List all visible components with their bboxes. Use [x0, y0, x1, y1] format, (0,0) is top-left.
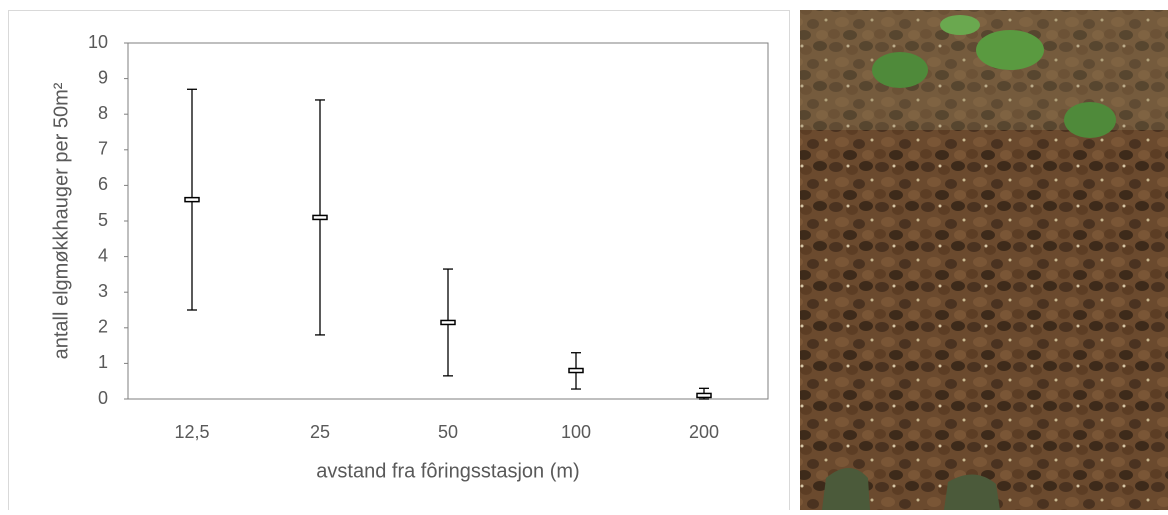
- mean-marker: [313, 215, 327, 219]
- x-axis-title: avstand fra fôringsstasjon (m): [316, 460, 579, 482]
- mean-marker: [441, 320, 455, 324]
- mean-marker: [697, 393, 711, 397]
- x-tick-label: 50: [438, 422, 458, 442]
- y-tick-label: 5: [98, 210, 108, 230]
- mean-marker: [569, 369, 583, 373]
- figure: avstand fra fôringsstasjon (m) antall el…: [0, 0, 1168, 510]
- photo-plant: [872, 52, 928, 88]
- photo-plant: [1064, 102, 1116, 138]
- y-tick-label: 10: [88, 32, 108, 52]
- photo-plant: [940, 15, 980, 35]
- y-tick-label: 1: [98, 352, 108, 372]
- y-axis-title: antall elgmøkkhauger per 50m²: [50, 82, 72, 359]
- y-tick-label: 9: [98, 67, 108, 87]
- x-tick-label: 200: [689, 422, 719, 442]
- y-tick-label: 6: [98, 174, 108, 194]
- y-tick-label: 8: [98, 103, 108, 123]
- y-tick-label: 3: [98, 281, 108, 301]
- x-tick-label: 25: [310, 422, 330, 442]
- y-tick-label: 2: [98, 317, 108, 337]
- chart-frame: [9, 11, 790, 511]
- photo-plant: [976, 30, 1044, 70]
- y-tick-label: 0: [98, 388, 108, 408]
- photo: [800, 10, 1168, 510]
- y-tick-label: 7: [98, 139, 108, 159]
- y-tick-label: 4: [98, 245, 108, 265]
- x-tick-label: 12,5: [174, 422, 209, 442]
- x-tick-label: 100: [561, 422, 591, 442]
- mean-marker: [185, 198, 199, 202]
- page: avstand fra fôringsstasjon (m) antall el…: [0, 0, 1168, 510]
